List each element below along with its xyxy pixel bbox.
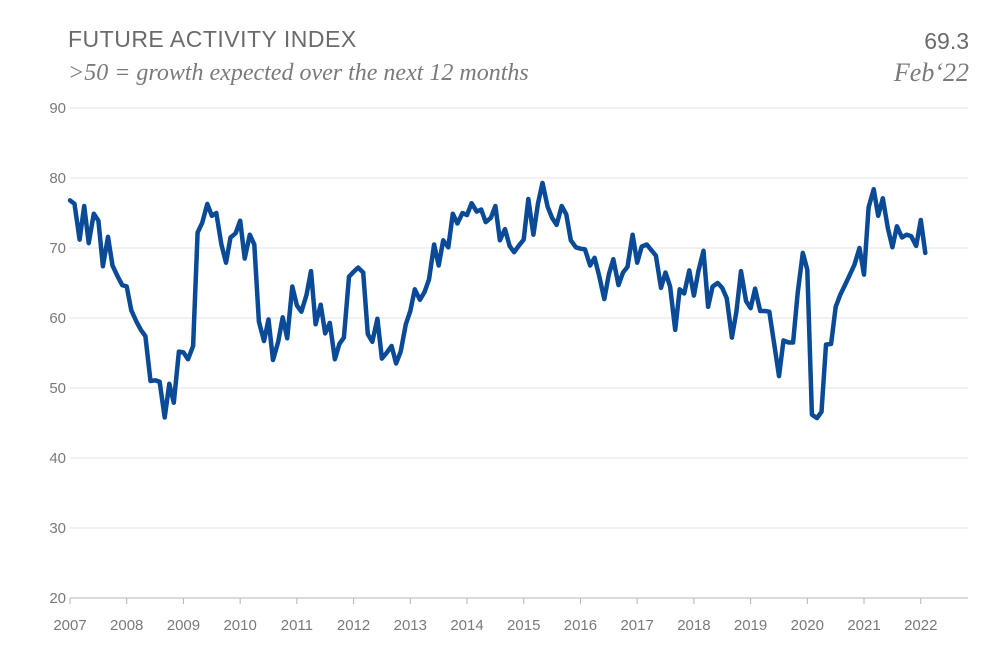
x-tick-label-2008: 2008 — [110, 617, 143, 634]
chart-subtitle: >50 = growth expected over the next 12 m… — [68, 60, 529, 86]
x-tick-label-2014: 2014 — [450, 617, 483, 634]
series-line-0 — [67, 180, 928, 421]
y-tick-label-20: 20 — [49, 590, 66, 607]
x-tick-label-2016: 2016 — [564, 617, 597, 634]
x-tick-label-2021: 2021 — [847, 617, 880, 634]
grid-layer — [70, 107, 968, 599]
x-tick-label-2015: 2015 — [507, 617, 540, 634]
series-layer — [67, 180, 928, 421]
y-axis-ticks: 20 30 40 50 60 70 80 90 — [49, 100, 66, 607]
x-tick-label-2022: 2022 — [904, 617, 937, 634]
y-tick-label-50: 50 — [49, 380, 66, 397]
y-tick-label-60: 60 — [49, 310, 66, 327]
y-tick-label-80: 80 — [49, 170, 66, 187]
x-tick-label-2020: 2020 — [791, 617, 824, 634]
x-tick-label-2019: 2019 — [734, 617, 767, 634]
x-tick-label-2009: 2009 — [167, 617, 200, 634]
x-tick-label-2012: 2012 — [337, 617, 370, 634]
chart-title: FUTURE ACTIVITY INDEX — [68, 26, 357, 52]
latest-value: 69.3 — [924, 28, 969, 54]
y-tick-label-70: 70 — [49, 240, 66, 257]
y-tick-label-30: 30 — [49, 520, 66, 537]
x-tick-label-2010: 2010 — [223, 617, 256, 634]
x-tick-label-2018: 2018 — [677, 617, 710, 634]
x-tick-label-2017: 2017 — [620, 617, 653, 634]
x-tick-label-2007: 2007 — [53, 617, 86, 634]
x-tick-label-2011: 2011 — [281, 617, 313, 634]
latest-date: Feb‘22 — [893, 58, 969, 87]
x-tick-label-2013: 2013 — [394, 617, 427, 634]
y-tick-label-90: 90 — [49, 100, 66, 117]
x-axis-ticks: 2007 2008 2009 2010 2011 2012 2013 2014 2015 2016… — [53, 598, 937, 634]
y-tick-label-40: 40 — [49, 450, 66, 467]
